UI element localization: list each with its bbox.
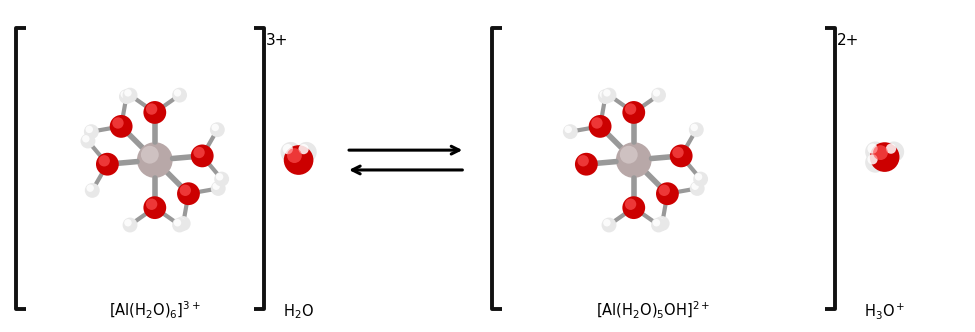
Circle shape [146,103,157,115]
Circle shape [577,155,589,166]
Circle shape [296,142,317,162]
Circle shape [651,217,666,232]
Circle shape [214,172,229,187]
Text: [Al(H$_2$O)$_6$]$^{3+}$: [Al(H$_2$O)$_6$]$^{3+}$ [109,299,201,321]
Text: H$_2$O: H$_2$O [283,302,314,321]
Circle shape [173,88,187,103]
Circle shape [98,155,110,166]
Circle shape [177,182,200,205]
Circle shape [670,144,692,167]
Circle shape [110,115,133,138]
Circle shape [589,115,611,138]
Circle shape [298,144,309,154]
Circle shape [870,142,900,172]
Text: 3+: 3+ [266,33,289,48]
Circle shape [287,148,302,163]
Circle shape [143,101,166,124]
Circle shape [191,144,214,167]
Circle shape [146,199,157,210]
Circle shape [625,103,637,115]
Circle shape [174,219,181,226]
Circle shape [81,133,96,148]
Circle shape [600,91,607,98]
Circle shape [695,173,702,181]
Circle shape [174,89,181,97]
Circle shape [87,185,94,192]
Circle shape [598,89,613,104]
Circle shape [119,89,134,104]
Circle shape [575,153,598,176]
Circle shape [112,117,124,129]
Circle shape [652,89,660,97]
Circle shape [868,143,878,154]
Circle shape [123,88,137,103]
Circle shape [121,91,128,98]
Circle shape [602,217,616,232]
Circle shape [563,124,578,139]
Circle shape [86,126,93,133]
Circle shape [883,141,904,162]
Circle shape [620,146,638,164]
Circle shape [283,144,293,154]
Circle shape [651,88,666,103]
Circle shape [625,199,637,210]
Circle shape [873,145,888,160]
Circle shape [84,124,98,139]
Circle shape [656,182,679,205]
Circle shape [673,147,683,158]
Circle shape [281,142,301,162]
Circle shape [176,216,191,231]
Circle shape [656,217,664,225]
Circle shape [565,126,572,133]
Circle shape [691,183,699,190]
Circle shape [136,142,173,178]
Circle shape [652,219,660,226]
Circle shape [865,152,885,173]
Circle shape [689,181,705,196]
Circle shape [602,88,616,103]
Circle shape [85,183,99,198]
Circle shape [82,135,90,142]
Circle shape [689,122,704,137]
Circle shape [143,196,166,219]
Circle shape [123,217,137,232]
Circle shape [213,183,220,190]
Text: 2+: 2+ [838,33,859,48]
Circle shape [616,142,651,178]
Circle shape [658,185,670,196]
Circle shape [124,219,132,226]
Circle shape [865,141,885,162]
Circle shape [124,89,132,97]
Text: H$_3$O$^+$: H$_3$O$^+$ [864,301,906,321]
Circle shape [96,153,119,176]
Circle shape [212,124,219,131]
Circle shape [177,217,185,225]
Text: [Al(H$_2$O)$_5$OH]$^{2+}$: [Al(H$_2$O)$_5$OH]$^{2+}$ [597,299,711,321]
Circle shape [886,143,896,154]
Circle shape [210,122,225,137]
Circle shape [622,101,645,124]
Circle shape [284,145,313,175]
Circle shape [215,173,223,181]
Circle shape [868,154,878,164]
Circle shape [140,146,159,164]
Circle shape [193,147,205,158]
Circle shape [690,124,698,131]
Circle shape [591,117,603,129]
Circle shape [693,172,708,187]
Circle shape [622,196,645,219]
Circle shape [173,217,187,232]
Circle shape [655,216,670,231]
Circle shape [179,185,191,196]
Circle shape [604,89,610,97]
Circle shape [604,219,610,226]
Circle shape [211,181,225,196]
